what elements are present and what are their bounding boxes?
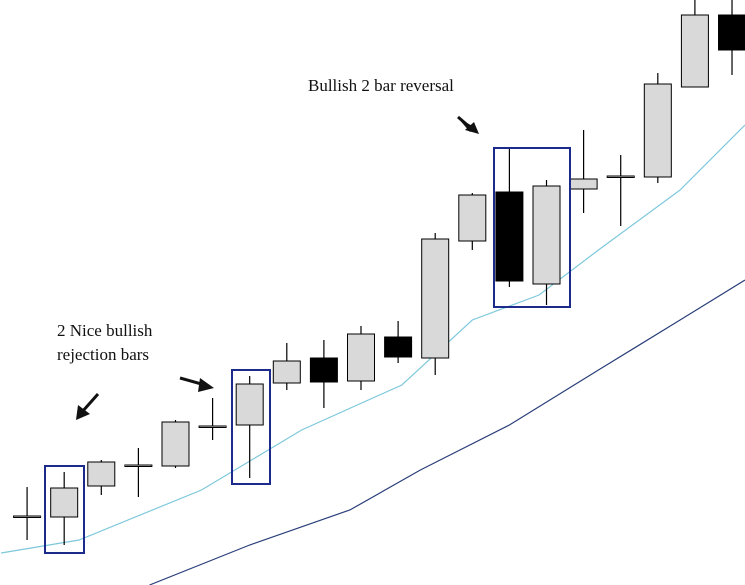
highlight-box (493, 147, 571, 308)
candle-body (384, 336, 413, 358)
candle-body (718, 14, 745, 51)
candle-body (309, 357, 338, 383)
candle-body (161, 421, 190, 467)
candle-body (198, 425, 227, 428)
candle-body (235, 383, 264, 426)
annotation: 2 Nice bullish (57, 321, 153, 340)
candle-body (87, 461, 116, 487)
moving-average (149, 279, 745, 585)
candle-body (346, 333, 375, 382)
candle-body (680, 14, 709, 88)
candle-body (532, 185, 561, 285)
arrow-head (198, 378, 214, 392)
candle-body (458, 194, 487, 242)
arrow (80, 393, 100, 413)
arrow-head (465, 122, 479, 134)
highlight-box (44, 465, 85, 554)
highlight-box (231, 369, 271, 485)
annotation: Bullish 2 bar reversal (308, 76, 454, 95)
candle-body (124, 464, 153, 467)
candle-body (643, 83, 672, 178)
annotation: rejection bars (57, 345, 149, 364)
candle-body (272, 360, 301, 384)
candles (13, 0, 745, 545)
candle-body (495, 191, 524, 282)
candle-body (13, 515, 42, 518)
candle-body (606, 175, 635, 178)
candle-body (50, 487, 79, 518)
candle-body (569, 178, 598, 190)
arrow-head (76, 405, 90, 420)
candle-body (421, 238, 450, 359)
arrows (76, 115, 479, 420)
